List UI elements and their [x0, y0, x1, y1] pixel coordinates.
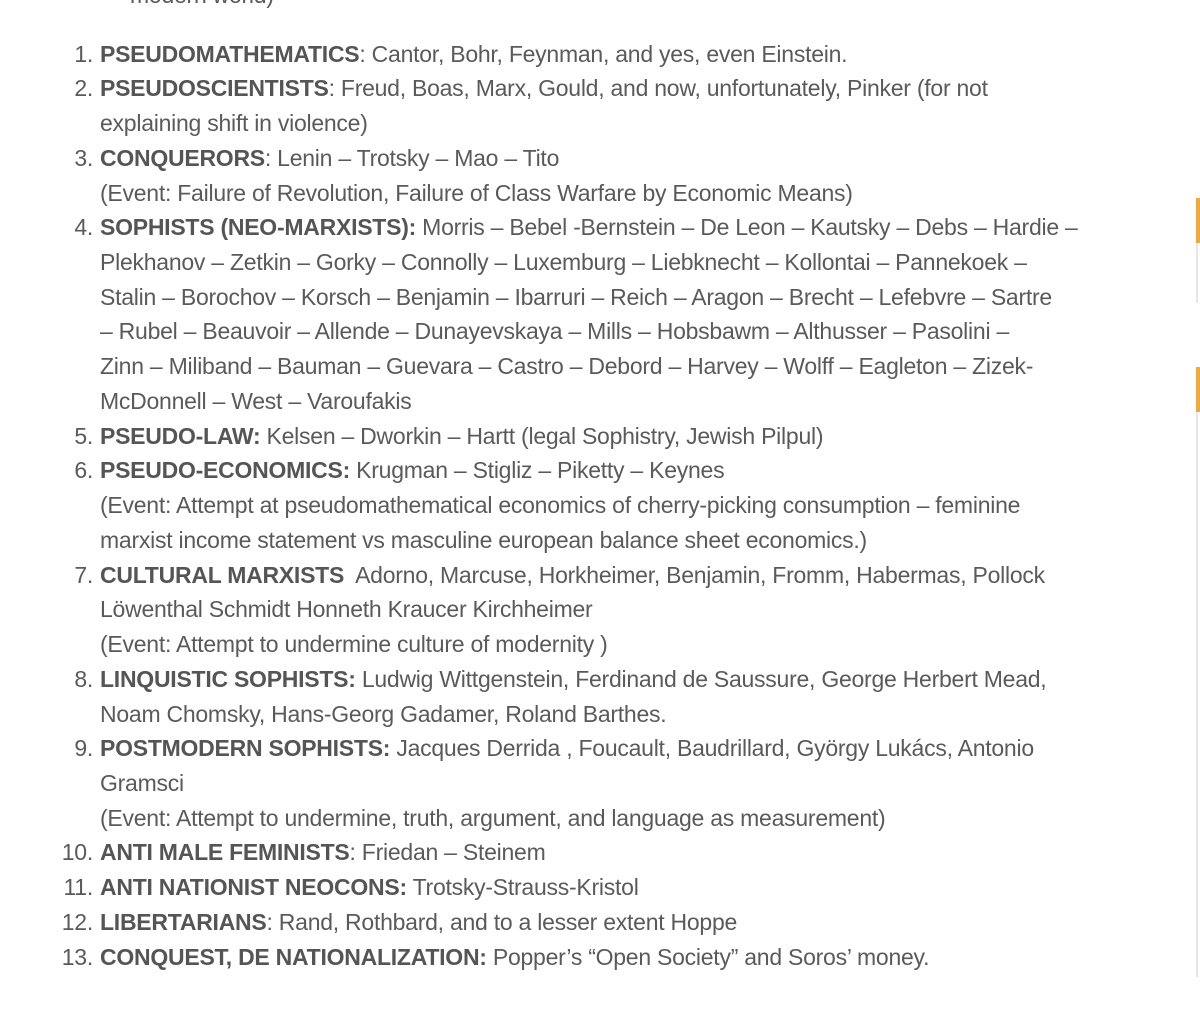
item-line: PSEUDOSCIENTISTS: Freud, Boas, Marx, Gou… — [100, 71, 988, 106]
item-line: LINQUISTIC SOPHISTS: Ludwig Wittgenstein… — [100, 662, 1047, 697]
item-label: PSEUDO-LAW: — [100, 422, 261, 449]
item-text: : Lenin – Trotsky – Mao – Tito — [264, 144, 560, 171]
scroll-rail — [1196, 198, 1198, 303]
item-number: 3. — [74, 144, 93, 171]
item-line: ANTI MALE FEMINISTS: Friedan – Steinem — [100, 835, 546, 870]
item-number: 11. — [63, 874, 93, 901]
item-number: 13. — [61, 943, 93, 970]
item-continuation-line: (Event: Attempt to undermine culture of … — [100, 631, 608, 658]
item-line: CONQUERORS: Lenin – Trotsky – Mao – Tito — [100, 141, 559, 176]
item-line: CONQUEST, DE NATIONALIZATION: Popper’s “… — [100, 940, 929, 975]
item-continuation-line: Gramsci — [100, 769, 184, 796]
item-text: Ludwig Wittgenstein, Ferdinand de Saussu… — [355, 665, 1047, 692]
item-text: Krugman – Stigliz – Piketty – Keynes — [350, 457, 725, 484]
item-text: : Friedan – Steinem — [349, 839, 546, 866]
item-label: POSTMODERN SOPHISTS: — [100, 735, 391, 762]
item-number: 12. — [61, 908, 93, 935]
highlight-marker — [1196, 198, 1200, 243]
item-continuation-line: (Event: Attempt to undermine, truth, arg… — [100, 804, 886, 831]
item-text: Trotsky-Strauss-Kristol — [406, 874, 639, 901]
item-continuation-line: Plekhanov – Zetkin – Gorky – Connolly – … — [100, 249, 1027, 275]
item-label: CONQUEST, DE NATIONALIZATION: — [100, 943, 487, 970]
highlight-marker — [1196, 367, 1200, 412]
item-text: : Freud, Boas, Marx, Gould, and now, unf… — [328, 75, 988, 102]
item-text: : Rand, Rothbard, and to a lesser extent… — [266, 908, 738, 935]
item-line: LIBERTARIANS: Rand, Rothbard, and to a l… — [100, 905, 737, 940]
item-continuation-line: McDonnell – West – Varoufakis — [100, 387, 412, 414]
item-label: LINQUISTIC SOPHISTS: — [100, 665, 356, 692]
item-text: Jacques Derrida , Foucault, Baudrillard,… — [390, 735, 1034, 762]
item-text: Kelsen – Dworkin – Hartt (legal Sophistr… — [260, 422, 824, 449]
item-continuation-line: Zinn – Miliband – Bauman – Guevara – Cas… — [100, 353, 1034, 380]
item-continuation-line: Stalin – Borochov – Korsch – Benjamin – … — [100, 283, 1052, 310]
item-continuation-line: – Rubel – Beauvoir – Allende – Dunayevsk… — [100, 318, 1009, 345]
item-continuation-line: Noam Chomsky, Hans-Georg Gadamer, Roland… — [100, 700, 667, 727]
item-number: 7. — [74, 561, 93, 588]
item-text: Adorno, Marcuse, Horkheimer, Benjamin, F… — [344, 561, 1045, 588]
item-continuation-line: (Event: Failure of Revolution, Failure o… — [100, 179, 853, 206]
item-label: PSEUDOSCIENTISTS — [100, 75, 329, 102]
item-line: PSEUDOMATHEMATICS: Cantor, Bohr, Feynman… — [100, 37, 848, 72]
item-number: 6. — [74, 457, 93, 484]
item-continuation-line: Löwenthal Schmidt Honneth Kraucer Kirchh… — [100, 596, 593, 623]
item-line: POSTMODERN SOPHISTS: Jacques Derrida , F… — [100, 731, 1034, 766]
item-line: ANTI NATIONIST NEOCONS: Trotsky-Strauss-… — [100, 870, 639, 905]
item-number: 5. — [74, 422, 93, 449]
scroll-rail — [1196, 367, 1198, 977]
item-label: SOPHISTS (NEO-MARXISTS): — [100, 214, 417, 241]
item-label: PSEUDOMATHEMATICS — [100, 40, 360, 67]
item-number: 8. — [74, 665, 93, 692]
item-number: 2. — [74, 75, 93, 102]
item-label: ANTI NATIONIST NEOCONS: — [100, 874, 407, 901]
item-number: 1. — [74, 40, 93, 67]
item-number: 4. — [74, 214, 93, 241]
item-text: Morris – Bebel -Bernstein – De Leon – Ka… — [416, 214, 1078, 241]
item-continuation-line: marxist income statement vs masculine eu… — [100, 526, 867, 553]
item-text: Popper’s “Open Society” and Soros’ money… — [486, 943, 930, 970]
item-text: : Cantor, Bohr, Feynman, and yes, even E… — [359, 40, 848, 67]
item-line: PSEUDO-LAW: Kelsen – Dworkin – Hartt (le… — [100, 419, 823, 454]
item-label: CULTURAL MARXISTS — [100, 561, 345, 588]
item-continuation-line: (Event: Attempt at pseudomathematical ec… — [100, 492, 1021, 519]
item-label: ANTI MALE FEMINISTS — [100, 839, 350, 866]
partial-previous-text: modern world) — [130, 0, 274, 12]
item-line: CULTURAL MARXISTS Adorno, Marcuse, Horkh… — [100, 558, 1045, 593]
item-line: SOPHISTS (NEO-MARXISTS): Morris – Bebel … — [100, 210, 1078, 245]
item-number: 10. — [61, 839, 93, 866]
item-label: PSEUDO-ECONOMICS: — [100, 457, 351, 484]
item-number: 9. — [74, 735, 93, 762]
item-line: PSEUDO-ECONOMICS: Krugman – Stigliz – Pi… — [100, 453, 725, 488]
item-label: CONQUERORS — [100, 144, 265, 171]
item-label: LIBERTARIANS — [100, 908, 267, 935]
item-continuation-line: explaining shift in violence) — [100, 110, 368, 137]
